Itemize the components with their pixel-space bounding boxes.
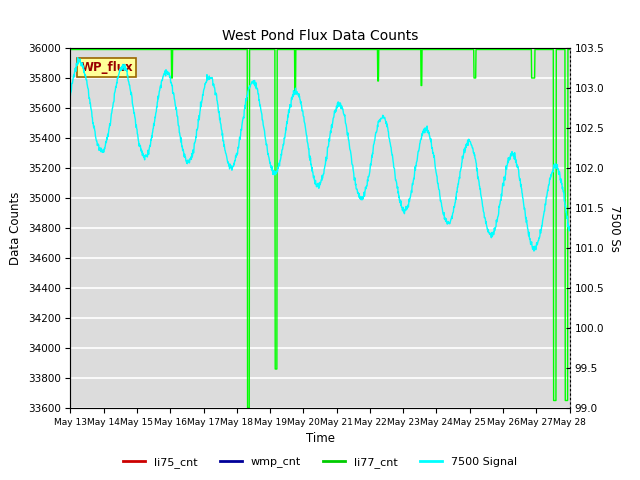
Text: WP_flux: WP_flux (81, 61, 133, 74)
X-axis label: Time: Time (305, 432, 335, 445)
Title: West Pond Flux Data Counts: West Pond Flux Data Counts (222, 29, 418, 43)
Y-axis label: Data Counts: Data Counts (9, 192, 22, 264)
Legend: li75_cnt, wmp_cnt, li77_cnt, 7500 Signal: li75_cnt, wmp_cnt, li77_cnt, 7500 Signal (118, 452, 522, 472)
Y-axis label: 7500 Ss: 7500 Ss (608, 204, 621, 252)
